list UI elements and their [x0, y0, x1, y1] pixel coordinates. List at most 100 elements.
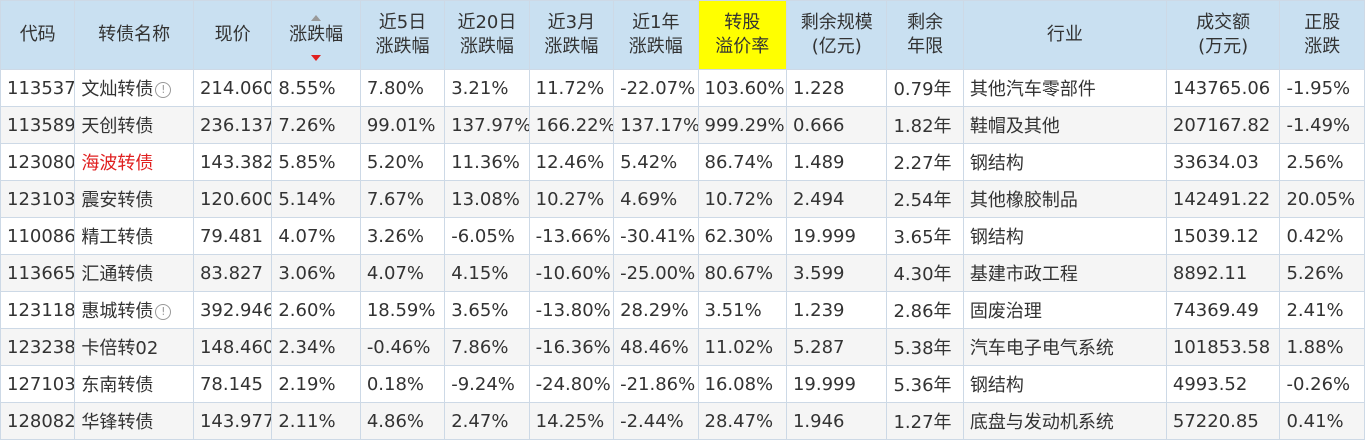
stock-change-cell: 1.88% — [1279, 328, 1365, 366]
table-row[interactable]: 123080 海波转债 143.382 5.85% 5.20% 11.36% 12.46% 5… — [0, 143, 1365, 181]
col-code-header[interactable]: 代码 — [0, 0, 76, 70]
col-stock-change-header[interactable]: 正股 涨跌 — [1279, 0, 1365, 70]
bond-code-link[interactable]: 113537 — [0, 69, 76, 107]
bond-code-link[interactable]: 110086 — [0, 217, 76, 255]
col-chg3m-header[interactable]: 近3月 涨跌幅 — [528, 0, 615, 70]
bond-name-label: 精工转债 — [81, 227, 154, 248]
bond-name[interactable]: 震安转债 — [74, 180, 194, 218]
col-chg20d-label-line2: 涨跌幅 — [459, 36, 514, 57]
bond-name[interactable]: 精工转债 — [74, 217, 194, 255]
chg20d-cell: 7.86% — [444, 328, 530, 366]
price-cell: 83.827 — [192, 254, 273, 292]
col-change-label: 涨跌幅 — [289, 24, 344, 45]
bond-name[interactable]: 东南转债 — [74, 365, 194, 403]
chg3m-cell: 10.27% — [528, 180, 615, 218]
bond-name[interactable]: 海波转债 — [74, 143, 194, 181]
remaining-size-cell: 0.666 — [785, 106, 888, 144]
bond-name[interactable]: 卡倍转02 — [74, 328, 194, 366]
bond-code-link[interactable]: 128082 — [0, 402, 76, 440]
chg20d-cell: -9.24% — [444, 365, 530, 403]
table-row[interactable]: 123103 震安转债 120.600 5.14% 7.67% 13.08% 10.27% 4… — [0, 180, 1365, 218]
table-row[interactable]: 123238 卡倍转02 148.460 2.34% -0.46% 7.86% -16.36… — [0, 328, 1365, 366]
col-chg1y-label-line1: 近1年 — [632, 12, 680, 33]
premium-cell: 28.47% — [697, 402, 787, 440]
remaining-size-cell: 19.999 — [785, 217, 888, 255]
col-stock-change-label-line1: 正股 — [1304, 12, 1341, 33]
chg3m-cell: -16.36% — [528, 328, 615, 366]
industry-cell: 钢结构 — [962, 217, 1167, 255]
col-change-header[interactable]: 涨跌幅 — [271, 0, 361, 70]
bond-name[interactable]: 惠城转债! — [74, 291, 194, 329]
chg1y-cell: -30.41% — [613, 217, 699, 255]
col-remaining-years-label-line1: 剩余 — [907, 12, 944, 33]
col-chg5d-header[interactable]: 近5日 涨跌幅 — [359, 0, 446, 70]
bond-code-link[interactable]: 113589 — [0, 106, 76, 144]
remaining-years-cell: 3.65年 — [886, 217, 964, 255]
info-icon[interactable]: ! — [155, 82, 172, 98]
sort-asc-icon — [311, 15, 322, 21]
info-icon[interactable]: ! — [155, 304, 172, 320]
price-cell: 214.060 — [192, 69, 273, 107]
chg5d-cell: 5.20% — [359, 143, 446, 181]
col-remaining-size-header[interactable]: 剩余规模 (亿元) — [785, 0, 888, 70]
bond-name[interactable]: 华锋转债 — [74, 402, 194, 440]
change-cell: 4.07% — [271, 217, 361, 255]
change-cell: 8.55% — [271, 69, 361, 107]
bond-code-link[interactable]: 123118 — [0, 291, 76, 329]
change-cell: 2.34% — [271, 328, 361, 366]
remaining-size-cell: 2.494 — [785, 180, 888, 218]
chg5d-cell: 4.07% — [359, 254, 446, 292]
bond-name[interactable]: 文灿转债! — [74, 69, 194, 107]
chg1y-cell: -2.44% — [613, 402, 699, 440]
table-row[interactable]: 113589 天创转债 236.137 7.26% 99.01% 137.97% 166.2… — [0, 106, 1365, 144]
turnover-cell: 8892.11 — [1165, 254, 1281, 292]
table-row[interactable]: 127103 东南转债 78.145 2.19% 0.18% -9.24% -24.80% -… — [0, 365, 1365, 403]
col-premium-label-line2: 溢价率 — [715, 36, 770, 57]
turnover-cell: 142491.22 — [1165, 180, 1281, 218]
col-remaining-years-label-line2: 年限 — [907, 36, 944, 57]
chg1y-cell: 28.29% — [613, 291, 699, 329]
col-remaining-years-header[interactable]: 剩余 年限 — [886, 0, 964, 70]
col-name-header[interactable]: 转债名称 — [74, 0, 194, 70]
table-row[interactable]: 113665 汇通转债 83.827 3.06% 4.07% 4.15% -10.60% -2… — [0, 254, 1365, 292]
industry-cell: 鞋帽及其他 — [962, 106, 1167, 144]
remaining-size-cell: 1.489 — [785, 143, 888, 181]
col-chg20d-header[interactable]: 近20日涨跌幅 — [444, 0, 530, 70]
remaining-years-cell: 0.79年 — [886, 69, 964, 107]
bond-name[interactable]: 汇通转债 — [74, 254, 194, 292]
bond-name-label: 惠城转债 — [81, 301, 154, 322]
col-premium-label-line1: 转股 — [724, 12, 761, 33]
turnover-cell: 207167.82 — [1165, 106, 1281, 144]
industry-cell: 钢结构 — [962, 365, 1167, 403]
table-row[interactable]: 128082 华锋转债 143.977 2.11% 4.86% 2.47% 14.25% -2… — [0, 402, 1365, 440]
price-cell: 79.481 — [192, 217, 273, 255]
stock-change-cell: 2.41% — [1279, 291, 1365, 329]
chg3m-cell: -10.60% — [528, 254, 615, 292]
col-price-header[interactable]: 现价 — [192, 0, 273, 70]
table-row[interactable]: 110086 精工转债 79.481 4.07% 3.26% -6.05% -13.66% -… — [0, 217, 1365, 255]
table-row[interactable]: 123118 惠城转债! 392.946 2.60% 18.59% 3.65% -13.80… — [0, 291, 1365, 329]
remaining-years-cell: 2.54年 — [886, 180, 964, 218]
col-turnover-header[interactable]: 成交额 (万元) — [1165, 0, 1281, 70]
col-chg1y-header[interactable]: 近1年 涨跌幅 — [613, 0, 699, 70]
bond-name-label: 震安转债 — [81, 190, 154, 211]
col-industry-header[interactable]: 行业 — [962, 0, 1167, 70]
col-premium-header[interactable]: 转股 溢价率 — [697, 0, 787, 70]
turnover-cell: 4993.52 — [1165, 365, 1281, 403]
col-chg20d-label-line1: 近20日 — [457, 12, 517, 33]
chg20d-cell: 2.47% — [444, 402, 530, 440]
bond-name[interactable]: 天创转债 — [74, 106, 194, 144]
bond-code-link[interactable]: 113665 — [0, 254, 76, 292]
change-cell: 5.14% — [271, 180, 361, 218]
bond-code-link[interactable]: 123103 — [0, 180, 76, 218]
bond-code-link[interactable]: 123080 — [0, 143, 76, 181]
premium-cell: 10.72% — [697, 180, 787, 218]
bond-code-link[interactable]: 127103 — [0, 365, 76, 403]
stock-change-cell: 5.26% — [1279, 254, 1365, 292]
turnover-cell: 74369.49 — [1165, 291, 1281, 329]
price-cell: 143.977 — [192, 402, 273, 440]
table-row[interactable]: 113537 文灿转债! 214.060 8.55% 7.80% 3.21% 11.72% -… — [0, 69, 1365, 107]
chg1y-cell: 48.46% — [613, 328, 699, 366]
bond-code-link[interactable]: 123238 — [0, 328, 76, 366]
